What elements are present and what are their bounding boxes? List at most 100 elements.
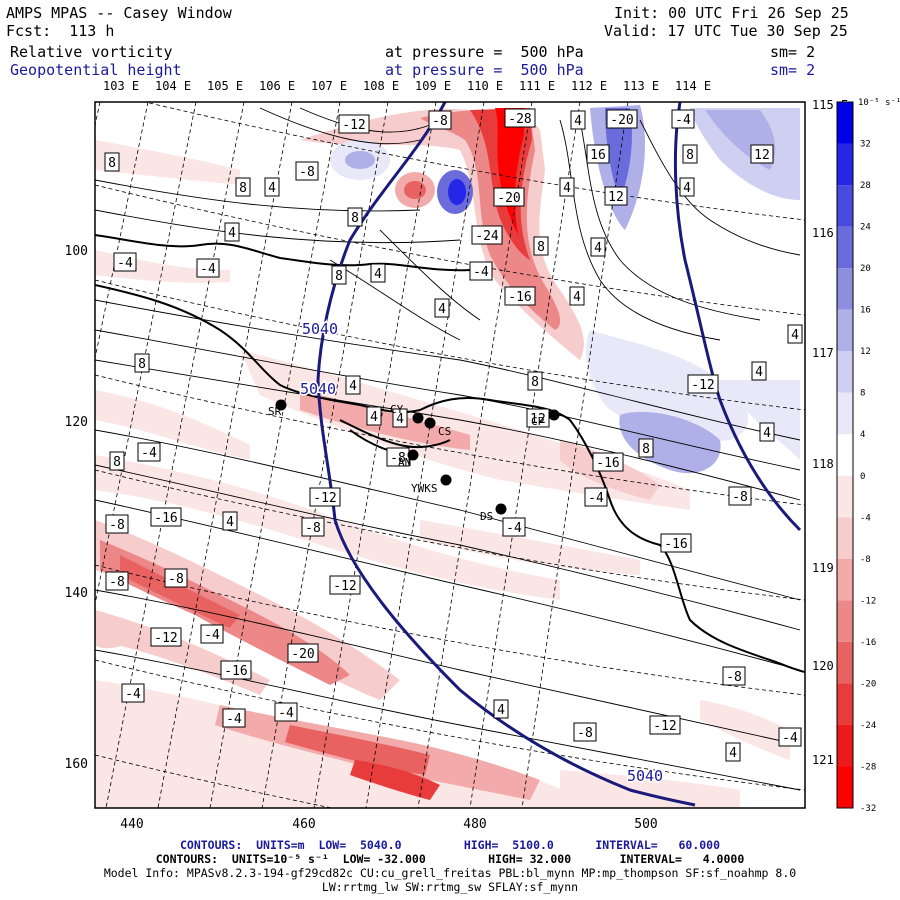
vorticity-label-text: 4 bbox=[228, 226, 236, 241]
vorticity-label: 4 bbox=[493, 699, 509, 719]
vorticity-label: -12 bbox=[329, 575, 361, 595]
vorticity-label: -8 bbox=[105, 514, 129, 534]
vorticity-label-text: -4 bbox=[473, 265, 489, 280]
height-contour-info: CONTOURS: UNITS=m LOW= 5040.0 HIGH= 5100… bbox=[179, 838, 721, 852]
top-lon-label: 105 E bbox=[207, 79, 243, 93]
colorbar-level: 16 bbox=[860, 306, 871, 316]
station-cs: CS bbox=[424, 417, 451, 438]
vorticity-label: -4 bbox=[113, 252, 137, 272]
vorticity-label: 4 bbox=[264, 177, 280, 197]
vorticity-label-text: -20 bbox=[291, 647, 314, 662]
vorticity-label-text: 12 bbox=[754, 148, 770, 163]
station-ds: DS bbox=[480, 503, 507, 523]
vorticity-label: -8 bbox=[295, 161, 319, 181]
vorticity-label: 4 bbox=[590, 237, 606, 257]
vorticity-label-text: -12 bbox=[313, 491, 336, 506]
vorticity-label-text: -4 bbox=[117, 256, 133, 271]
top-lon-label: 111 E bbox=[519, 79, 555, 93]
vorticity-label: -8 bbox=[428, 110, 452, 130]
station-label: AN bbox=[398, 456, 411, 469]
vorticity-label-text: -8 bbox=[109, 575, 125, 590]
colorbar-level: -8 bbox=[860, 555, 871, 565]
vorticity-label-text: -8 bbox=[432, 114, 448, 129]
vorticity-label: -8 bbox=[573, 722, 597, 742]
vorticity-label-text: -8 bbox=[390, 451, 406, 466]
plot-frame bbox=[94, 101, 806, 809]
vorticity-label-text: 4 bbox=[226, 515, 234, 530]
top-lon-label: 104 E bbox=[155, 79, 191, 93]
colorbar-swatch bbox=[837, 475, 853, 518]
height-label: 5040 bbox=[627, 767, 663, 785]
vorticity-contour-labels: -12 -8 -28 4 -20 -4 16 8 12 8 8 4 -8 -20 4 12 4 8 -24 4 8 4 -4… bbox=[104, 108, 803, 762]
vorticity-label: 12 bbox=[526, 408, 550, 428]
vorticity-label-text: -4 bbox=[226, 712, 242, 727]
vorticity-label-text: 8 bbox=[335, 269, 343, 284]
colorbar-swatch bbox=[837, 600, 853, 642]
vorticity-label-text: -4 bbox=[782, 731, 798, 746]
vorticity-label: 4 bbox=[725, 742, 741, 762]
vorticity-label: 12 bbox=[750, 144, 774, 164]
x-tick-label: 500 bbox=[634, 817, 657, 832]
height-contours bbox=[316, 102, 802, 807]
x-axis-ticks: 440 460 480 500 bbox=[120, 817, 657, 832]
valid-time: Valid: 17 UTC Tue 30 Sep 25 bbox=[604, 22, 848, 40]
colorbar-level: 32 bbox=[860, 140, 871, 150]
vorticity-label-text: 4 bbox=[268, 181, 276, 196]
vorticity-label: -12 bbox=[309, 487, 341, 507]
vorticity-label-text: 12 bbox=[608, 190, 624, 205]
colorbar-swatch bbox=[837, 102, 853, 144]
vorticity-label-text: 8 bbox=[138, 357, 146, 372]
vorticity-label-text: 4 bbox=[563, 181, 571, 196]
station-dot bbox=[412, 412, 424, 424]
vorticity-label-text: -16 bbox=[664, 537, 687, 552]
colorbar-swatch bbox=[837, 558, 853, 601]
vorticity-label-text: 4 bbox=[396, 412, 404, 427]
vorticity-label: -16 bbox=[220, 660, 252, 680]
field1-smoothing: sm= 2 bbox=[770, 43, 816, 61]
colorbar-swatch bbox=[837, 641, 853, 684]
vorticity-label-text: 4 bbox=[729, 746, 737, 761]
vorticity-label-text: 8 bbox=[113, 455, 121, 470]
vorticity-label: 8 bbox=[682, 144, 698, 164]
top-lon-label: 103 E bbox=[103, 79, 139, 93]
colorbar-swatch bbox=[837, 143, 853, 186]
model-info: Model Info: MPASv8.2.3-194-gf29cd82c CU:… bbox=[103, 866, 797, 880]
vorticity-label: 4 bbox=[392, 408, 408, 428]
vorticity-label-text: -8 bbox=[732, 490, 748, 505]
station-label: CP bbox=[531, 415, 545, 428]
vorticity-label-text: -4 bbox=[675, 113, 691, 128]
vorticity-label: -20 bbox=[606, 109, 638, 129]
colorbar-swatch bbox=[837, 517, 853, 559]
colorbar-level: -12 bbox=[860, 596, 876, 606]
vorticity-contour-info: CONTOURS: UNITS=10⁻⁵ s⁻¹ LOW= -32.000 HI… bbox=[155, 852, 745, 866]
vorticity-label: -16 bbox=[660, 533, 692, 553]
vorticity-label: -4 bbox=[274, 702, 298, 722]
vorticity-label: 12 bbox=[604, 186, 628, 206]
colorbar-level: 0 bbox=[860, 472, 865, 482]
vorticity-label-text: -8 bbox=[726, 670, 742, 685]
colorbar-swatch bbox=[837, 309, 853, 352]
colorbar-swatch bbox=[837, 392, 853, 435]
vorticity-label-text: -12 bbox=[691, 378, 714, 393]
vorticity-label: 8 bbox=[331, 265, 347, 285]
vorticity-label: -20 bbox=[493, 187, 525, 207]
vorticity-label: -8 bbox=[728, 486, 752, 506]
vorticity-label: 4 bbox=[787, 324, 803, 344]
vorticity-label: -12 bbox=[649, 715, 681, 735]
model-info-radiation: LW:rrtmg_lw SW:rrtmg_sw SFLAY:sf_mynn bbox=[321, 880, 579, 894]
vorticity-label: -12 bbox=[150, 627, 182, 647]
vorticity-label: -4 bbox=[121, 683, 145, 703]
y-tick-label: 140 bbox=[65, 586, 88, 601]
station-dot bbox=[495, 503, 507, 515]
vorticity-label-text: 4 bbox=[573, 290, 581, 305]
vorticity-label-text: -16 bbox=[154, 511, 177, 526]
forecast-hour: Fcst: 113 h bbox=[6, 22, 115, 40]
vorticity-label: 8 bbox=[533, 236, 549, 256]
colorbar-swatch bbox=[837, 724, 853, 767]
colorbar-level: 20 bbox=[860, 264, 871, 274]
field2-level: at pressure = 500 hPa bbox=[385, 61, 584, 79]
vorticity-label-text: 4 bbox=[438, 302, 446, 317]
vorticity-label: 4 bbox=[679, 177, 695, 197]
station-dot bbox=[440, 474, 452, 486]
